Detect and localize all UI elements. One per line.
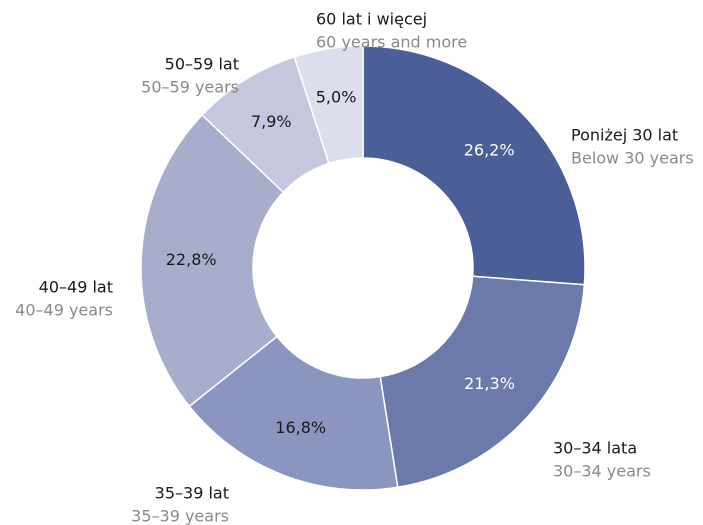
category-label-en: 30–34 years [553,462,651,481]
category-label-en: 60 years and more [316,33,467,52]
category-label-en: 40–49 years [15,301,113,320]
donut-slice [293,45,364,165]
donut-slice [140,113,285,408]
donut-slice [362,45,586,286]
donut-slice [379,275,586,489]
category-label-en: 35–39 years [131,507,229,525]
category-label: 30–34 lata [553,439,637,458]
category-label: 40–49 lat [39,278,113,297]
value-label: 7,9% [251,112,292,131]
value-label: 16,8% [275,418,326,437]
category-label: Poniżej 30 lat [571,126,678,145]
category-label: 50–59 lat [165,55,239,74]
category-label: 60 lat i więcej [316,10,427,29]
category-label-en: Below 30 years [571,149,694,168]
category-label-en: 50–59 years [141,78,239,97]
donut-slice [188,335,399,491]
value-label: 21,3% [464,374,515,393]
value-label: 26,2% [464,141,515,160]
value-label: 5,0% [316,88,357,107]
category-label: 35–39 lat [155,484,229,503]
value-label: 22,8% [166,250,217,269]
